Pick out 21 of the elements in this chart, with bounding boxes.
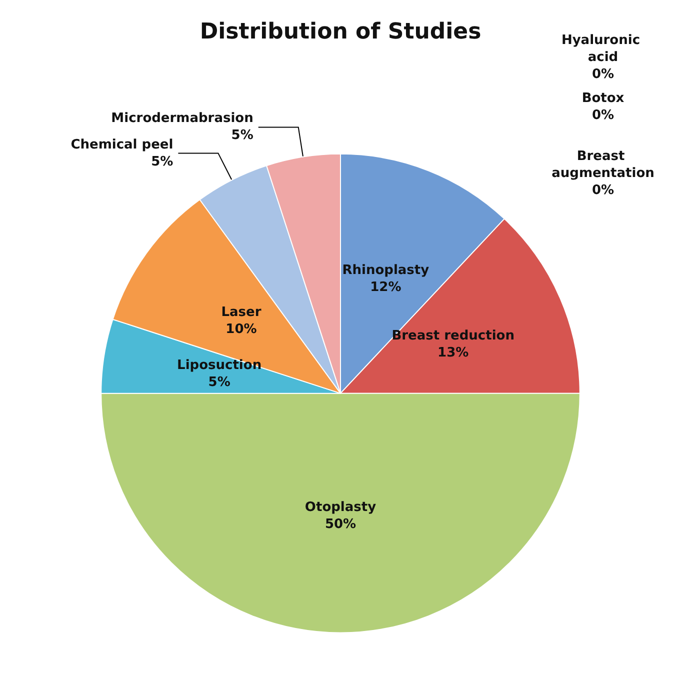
- slice-label: Chemical peel: [70, 137, 174, 152]
- slice-label: Breast reduction: [392, 328, 514, 344]
- category-label: Hyaluronic acid: [561, 33, 640, 65]
- slice-label: Liposuction: [177, 358, 262, 374]
- text: 0%: [592, 183, 614, 198]
- text: 0%: [592, 108, 614, 123]
- slice-label: Microdermabrasion: [111, 111, 254, 126]
- slice-label: Laser: [221, 305, 262, 320]
- category-label: Botox: [582, 91, 624, 106]
- data-label: 50%: [324, 517, 356, 532]
- slice-label: Rhinoplasty: [342, 263, 430, 278]
- data-label: 13%: [438, 346, 469, 361]
- data-label: 10%: [226, 322, 257, 338]
- category-label: Breast augmentation: [552, 149, 654, 181]
- data-label: 5%: [231, 128, 254, 144]
- chart-title: Distribution of Studies: [200, 20, 482, 44]
- text: 0%: [592, 67, 614, 82]
- data-label: 5%: [208, 375, 230, 390]
- data-label: 5%: [151, 154, 174, 170]
- slice-label: Otoplasty: [304, 500, 377, 516]
- data-label: 12%: [370, 280, 402, 296]
